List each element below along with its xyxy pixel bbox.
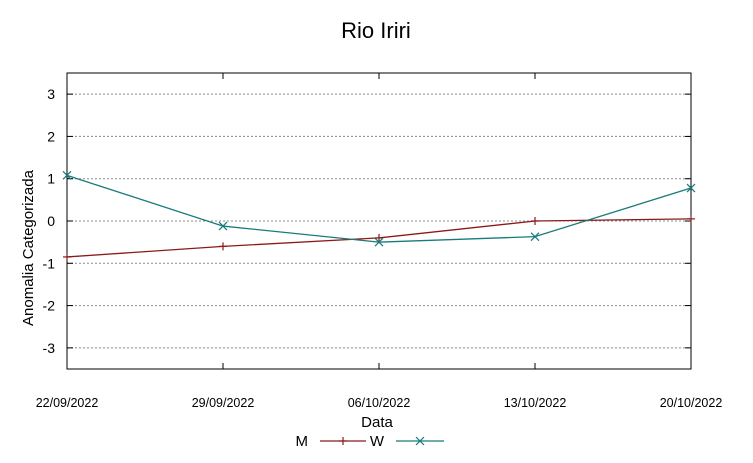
x-tick-label: 20/10/2022 <box>660 396 723 410</box>
data-point-w <box>530 232 540 242</box>
y-tick-label: -1 <box>43 255 56 271</box>
marker-stroke <box>686 183 696 193</box>
legend-label-m: M <box>296 433 309 450</box>
marker-stroke <box>530 232 540 242</box>
data-point-m <box>531 217 539 225</box>
legend-marker-w <box>415 436 425 446</box>
x-tick-label: 29/09/2022 <box>192 396 255 410</box>
x-axis: 22/09/2022 29/09/2022 06/10/2022 13/10/2022… <box>36 73 723 410</box>
data-point-w <box>686 183 696 193</box>
marker-stroke <box>374 237 384 247</box>
x-axis-label: Data <box>361 414 393 431</box>
data-point-m <box>63 252 71 261</box>
chart-title: Rio Iriri <box>341 18 411 43</box>
legend-marker-m <box>339 437 347 445</box>
y-tick-label: 3 <box>47 86 55 102</box>
y-axis: 3 2 1 0 -1 -2 -3 <box>43 86 691 356</box>
marker-stroke <box>218 221 228 231</box>
x-tick-label: 22/09/2022 <box>36 396 99 410</box>
y-tick-label: 2 <box>47 128 55 144</box>
x-tick-label: 06/10/2022 <box>348 396 411 410</box>
data-point-w <box>374 237 384 247</box>
series-line-w <box>66 174 692 243</box>
marker-stroke <box>415 436 425 446</box>
series-layer <box>62 170 696 261</box>
data-point-m <box>687 214 695 223</box>
y-tick-label: -3 <box>43 340 56 356</box>
legend-label-w: W <box>370 433 385 450</box>
y-axis-label: Anomalia Categorizada <box>20 169 37 326</box>
y-tick-label: -2 <box>43 298 56 314</box>
y-tick-label: 0 <box>47 213 55 229</box>
marker-stroke <box>62 170 72 180</box>
data-point-w <box>218 221 228 231</box>
grid-layer <box>67 93 691 349</box>
data-point-w <box>62 170 72 180</box>
x-tick-label: 13/10/2022 <box>504 396 567 410</box>
y-tick-label: 1 <box>47 171 55 187</box>
data-point-m <box>375 233 383 242</box>
data-point-m <box>219 242 227 251</box>
